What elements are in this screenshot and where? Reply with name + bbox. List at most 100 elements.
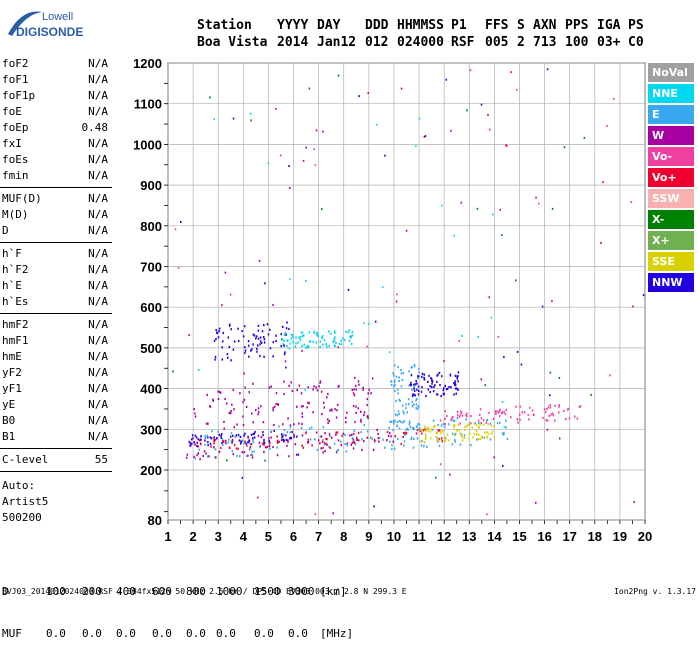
echo-point [547, 406, 550, 409]
echo-point [286, 444, 288, 447]
noise-point [444, 410, 447, 413]
echo-point [468, 438, 470, 441]
echo-point [579, 405, 582, 408]
echo-point [235, 434, 238, 437]
noise-point [600, 241, 602, 244]
echo-point [429, 390, 431, 394]
echo-point [388, 426, 390, 429]
noise-point [272, 303, 274, 306]
echo-point [382, 438, 384, 441]
echo-point [288, 327, 290, 331]
echo-point [394, 419, 396, 422]
echo-point [405, 407, 407, 410]
echo-point [237, 447, 239, 450]
echo-point [189, 444, 191, 447]
echo-point [519, 405, 522, 408]
param-value: N/A [88, 208, 108, 221]
parameter-panel: foF2 N/A foF1 N/A foF1p N/A foE N/A foEp 0.48 fxI N… [0, 56, 112, 475]
echo-point [354, 443, 357, 446]
echo-point [263, 341, 266, 344]
echo-point [227, 336, 230, 339]
echo-point [193, 441, 195, 444]
echo-point [471, 426, 473, 429]
noise-point [315, 129, 318, 132]
echo-point [456, 376, 459, 379]
cell-value: 0.0 [254, 627, 274, 640]
echo-point [302, 446, 305, 449]
echo-point [257, 434, 260, 437]
echo-point [564, 417, 567, 421]
echo-point [333, 339, 336, 342]
noise-point [358, 95, 360, 98]
echo-point [285, 438, 288, 442]
echo-point [307, 345, 310, 349]
header-label-8: AXN [533, 18, 557, 33]
auto-program: Artist5 [2, 495, 49, 508]
header-value-6: 005 [485, 35, 509, 50]
echo-point [430, 376, 432, 380]
param-label: foF1 [2, 73, 29, 86]
echo-point [425, 427, 428, 430]
echo-point [393, 364, 396, 367]
noise-point [424, 135, 427, 138]
echo-point [344, 442, 346, 446]
echo-point [478, 426, 480, 429]
echo-point [277, 403, 280, 406]
param-label: foEp [2, 121, 29, 134]
echo-point [472, 436, 474, 439]
echo-point [221, 358, 224, 361]
echo-point [377, 436, 380, 440]
echo-point [252, 441, 255, 444]
cell-value: 1500 [254, 585, 281, 598]
echo-point [254, 430, 256, 434]
echo-point [232, 388, 235, 392]
param-divider [0, 242, 112, 243]
echo-point [209, 442, 212, 445]
echo-point [357, 380, 360, 383]
echo-point [285, 434, 287, 437]
echo-point [268, 440, 270, 443]
noise-point [347, 288, 350, 291]
echo-point [396, 420, 399, 424]
noise-point [304, 389, 307, 392]
x-tick-label: 17 [562, 529, 576, 544]
param-label: yF2 [2, 366, 22, 379]
echo-point [348, 339, 351, 343]
logo-swoosh-icon [8, 11, 42, 36]
echo-point [397, 388, 399, 391]
echo-point [521, 411, 524, 414]
echo-point [352, 438, 355, 441]
echo-point [425, 394, 427, 398]
echo-point [505, 408, 508, 412]
echo-point [262, 421, 265, 424]
echo-point [250, 453, 252, 457]
echo-point [457, 380, 459, 383]
echo-point [394, 379, 396, 382]
echo-point [335, 416, 338, 419]
noise-point [337, 346, 340, 349]
echo-point [451, 443, 454, 446]
echo-point [243, 434, 245, 437]
echo-point [351, 388, 354, 392]
echo-point [394, 383, 396, 387]
echo-point [311, 444, 313, 447]
echo-point [454, 383, 456, 387]
echo-point [301, 444, 303, 447]
echo-point [301, 422, 303, 426]
echo-point [417, 385, 420, 388]
echo-point [367, 392, 369, 395]
echo-point [261, 330, 264, 333]
echo-point [242, 335, 245, 338]
noise-point [373, 505, 375, 508]
echo-point [226, 352, 229, 356]
echo-point [420, 444, 423, 447]
echo-point [502, 433, 504, 436]
echo-point [486, 436, 489, 439]
echo-point [204, 443, 206, 446]
param-label: hmF2 [2, 318, 29, 331]
noise-point [388, 351, 391, 354]
echo-point [206, 436, 209, 439]
echo-point [213, 339, 216, 342]
echo-point [410, 437, 412, 441]
noise-point [489, 128, 491, 131]
